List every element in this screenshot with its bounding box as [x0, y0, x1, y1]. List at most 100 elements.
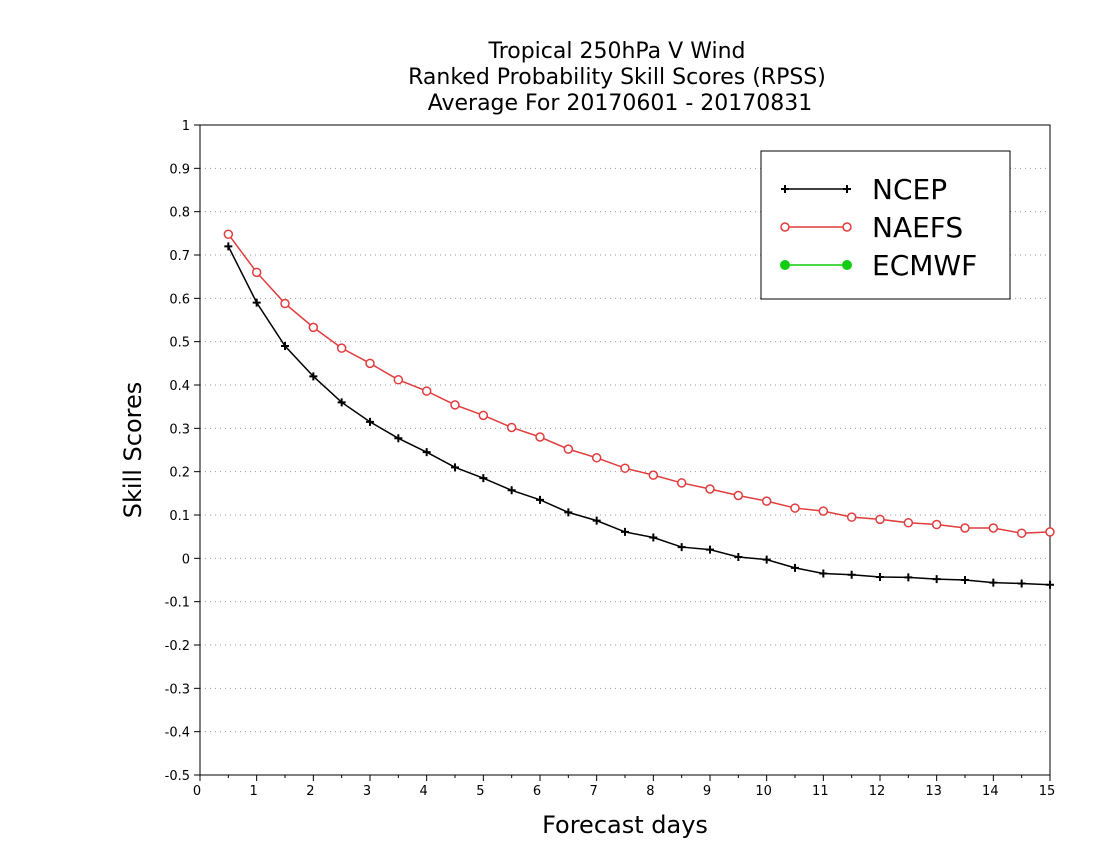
ncep-point: [252, 298, 261, 307]
naefs-point: [280, 298, 290, 309]
ncep-point: [762, 555, 771, 564]
naefs-point: [818, 506, 829, 516]
ncep-series: [224, 242, 1054, 589]
ncep-point: [621, 527, 629, 536]
x-tick-label: 12: [869, 784, 886, 799]
x-tick-label: 4: [420, 784, 428, 799]
legend-marker: [780, 260, 790, 270]
naefs-point: [733, 490, 744, 501]
legend-label: NCEP: [872, 173, 947, 206]
x-tick-label: 1: [250, 784, 258, 799]
y-tick-label: 0.8: [169, 206, 190, 221]
naefs-point: [1016, 528, 1027, 538]
title-line-1: Tropical 250hPa V Wind: [487, 39, 745, 64]
naefs-point: [1045, 527, 1055, 537]
title-line-2: Ranked Probability Skill Scores (RPSS): [408, 65, 826, 90]
x-tick-label: 9: [703, 784, 711, 799]
naefs-point: [365, 358, 375, 369]
y-tick-label: -0.3: [165, 682, 190, 697]
ncep-point: [1017, 579, 1026, 588]
naefs-point: [251, 267, 262, 278]
y-tick-label: -0.1: [165, 596, 190, 611]
ncep-point: [422, 448, 431, 457]
title-line-3: Average For 20170601 - 20170831: [428, 91, 813, 116]
legend-entry-naefs: NAEFS: [780, 211, 963, 244]
x-tick-label: 15: [1039, 784, 1056, 799]
naefs-point: [336, 343, 347, 353]
legend-entry-ecmwf: ECMWF: [780, 249, 977, 282]
x-axis-label: Forecast days: [542, 811, 708, 839]
ncep-point: [281, 342, 289, 350]
ncep-point: [366, 417, 374, 426]
x-tick-label: 3: [363, 784, 371, 799]
ncep-point: [706, 545, 714, 554]
y-tick-label: 0.7: [169, 249, 190, 264]
legend-label: ECMWF: [872, 249, 977, 282]
naefs-point: [591, 453, 602, 463]
naefs-point: [563, 444, 574, 454]
naefs-point: [931, 519, 942, 530]
legend-box: [760, 150, 1011, 300]
ncep-point: [904, 573, 913, 582]
naefs-point: [450, 400, 460, 410]
naefs-point: [705, 484, 715, 494]
naefs-point: [393, 375, 404, 385]
naefs-point: [506, 422, 517, 433]
ncep-point: [224, 242, 233, 251]
y-axis-label: Skill Scores: [119, 382, 147, 519]
naefs-point: [988, 523, 999, 533]
x-tick-label: 14: [982, 784, 999, 799]
legend-entry-ncep: NCEP: [781, 173, 947, 206]
x-tick-label: 0: [193, 784, 201, 799]
ncep-point: [1046, 580, 1054, 589]
y-tick-label: 0.6: [169, 292, 190, 307]
naefs-point: [761, 496, 772, 506]
ncep-point: [819, 569, 828, 578]
x-tick-label: 11: [812, 784, 829, 799]
y-tick-label: 0.5: [169, 336, 190, 351]
ncep-point: [309, 372, 318, 381]
x-tick-label: 7: [590, 784, 598, 799]
legend-marker: [780, 222, 790, 232]
ncep-point: [876, 572, 884, 581]
ncep-point: [791, 563, 799, 572]
ncep-point: [564, 508, 573, 517]
ncep-point: [507, 486, 516, 495]
y-axis: 1 0.9 0.8 0.7 0.6 0.5 0.4 0.3 0.2 0.1 0 -0.1 -0.2 -0.…: [165, 119, 200, 784]
naefs-series: [223, 229, 1055, 538]
x-tick-label: 10: [755, 784, 772, 799]
ncep-point: [961, 576, 969, 584]
x-tick-label: 2: [306, 784, 314, 799]
ncep-point: [479, 474, 488, 483]
y-tick-label: -0.4: [165, 726, 190, 741]
legend-marker: [842, 222, 852, 232]
y-tick-label: -0.2: [165, 639, 190, 654]
naefs-point: [308, 322, 319, 333]
legend-marker: [842, 260, 852, 270]
x-tick-label: 13: [925, 784, 942, 799]
legend: NCEP NAEFS ECMWF: [760, 150, 1011, 300]
ncep-point: [536, 495, 544, 504]
naefs-point: [648, 470, 659, 480]
x-tick-label: 6: [533, 784, 541, 799]
naefs-point: [790, 503, 800, 513]
y-tick-label: 0.4: [169, 379, 190, 394]
chart-title: Tropical 250hPa V Wind Ranked Probabilit…: [408, 39, 826, 116]
y-tick-label: -0.5: [165, 769, 190, 784]
naefs-point: [535, 432, 545, 442]
y-tick-label: 0: [182, 552, 190, 567]
ncep-point: [394, 434, 403, 443]
x-tick-label: 5: [476, 784, 484, 799]
ncep-point: [989, 578, 998, 587]
ncep-point: [734, 553, 743, 562]
x-tick-label: 8: [646, 784, 654, 799]
naefs-point: [223, 229, 234, 239]
naefs-point: [846, 512, 857, 522]
y-tick-label: 0.1: [169, 509, 190, 524]
ncep-point: [649, 533, 658, 542]
ncep-point: [932, 575, 941, 584]
naefs-point: [478, 410, 489, 421]
legend-marker: [843, 185, 851, 193]
naefs-point: [676, 478, 687, 488]
